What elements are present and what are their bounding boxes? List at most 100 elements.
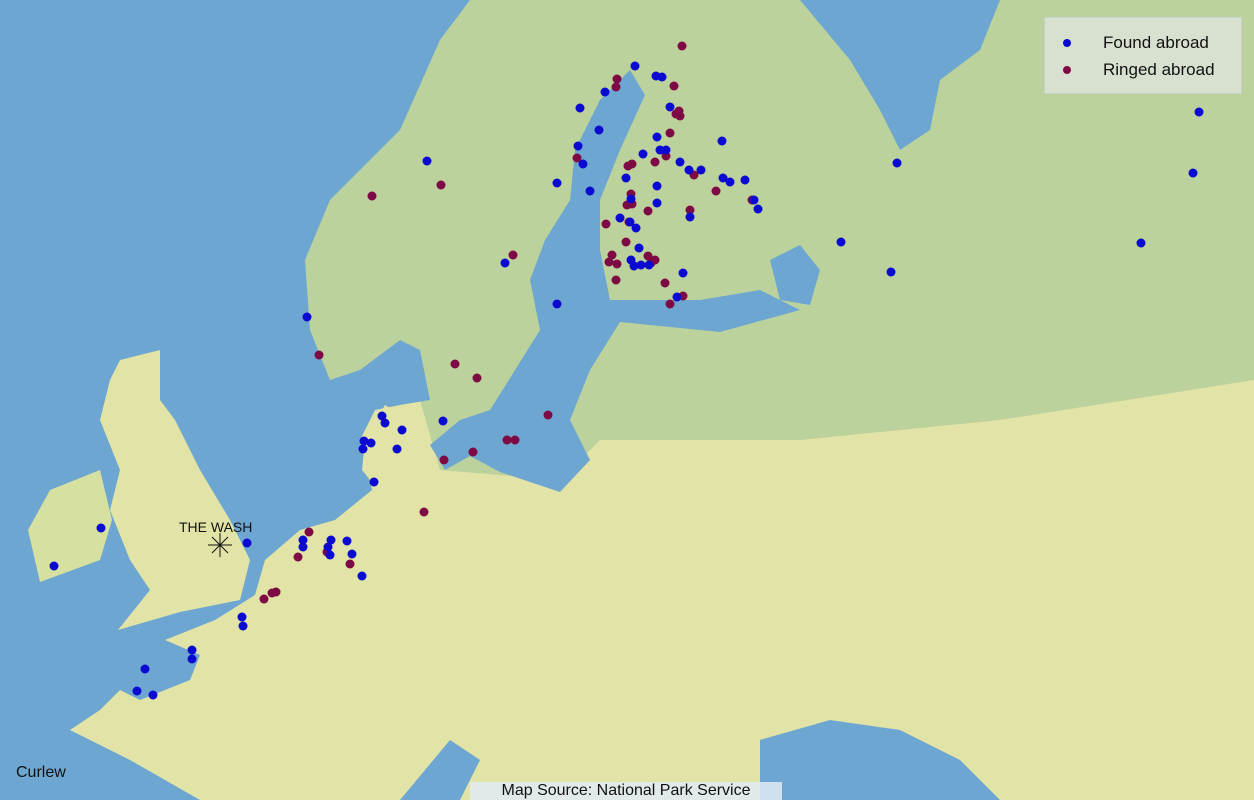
ringed-abroad-point	[419, 507, 429, 517]
black-sea	[760, 720, 1000, 800]
map-source: Map Source: National Park Service	[470, 782, 782, 800]
found-abroad-point	[892, 158, 902, 168]
ringed-abroad-point	[643, 206, 653, 216]
maroon-dot-icon	[1063, 66, 1071, 74]
found-abroad-point	[725, 177, 735, 187]
the-wash-marker-icon	[208, 533, 232, 557]
found-abroad-point	[357, 571, 367, 581]
found-abroad-point	[237, 612, 247, 622]
ringed-abroad-point	[669, 81, 679, 91]
found-abroad-point	[696, 165, 706, 175]
found-abroad-point	[302, 312, 312, 322]
found-abroad-point	[438, 416, 448, 426]
found-abroad-point	[615, 213, 625, 223]
denmark	[362, 405, 410, 490]
ringed-abroad-point	[314, 350, 324, 360]
found-abroad-point	[1194, 107, 1204, 117]
ringed-abroad-point	[660, 278, 670, 288]
found-abroad-point	[1136, 238, 1146, 248]
found-abroad-point	[625, 217, 635, 227]
ringed-abroad-point	[650, 157, 660, 167]
ringed-abroad-point	[450, 359, 460, 369]
found-abroad-point	[629, 261, 639, 271]
found-abroad-point	[678, 268, 688, 278]
found-abroad-point	[323, 542, 333, 552]
legend-label: Ringed abroad	[1103, 60, 1215, 79]
white-sea	[800, 0, 1000, 150]
found-abroad-point	[753, 204, 763, 214]
ringed-abroad-point	[572, 153, 582, 163]
ringed-abroad-point	[611, 82, 621, 92]
found-abroad-point	[552, 299, 562, 309]
found-abroad-point	[621, 173, 631, 183]
ringed-abroad-point	[502, 435, 512, 445]
ringed-abroad-point	[510, 435, 520, 445]
found-abroad-point	[630, 61, 640, 71]
ringed-abroad-point	[612, 259, 622, 269]
found-abroad-point	[380, 418, 390, 428]
found-abroad-point	[132, 686, 142, 696]
found-abroad-point	[500, 258, 510, 268]
found-abroad-point	[187, 654, 197, 664]
found-abroad-point	[836, 237, 846, 247]
ringed-abroad-point	[304, 527, 314, 537]
found-abroad-point	[585, 186, 595, 196]
ringed-abroad-point	[508, 250, 518, 260]
legend-item-found-abroad: Found abroad	[1063, 33, 1209, 53]
found-abroad-point	[644, 260, 654, 270]
found-abroad-point	[49, 561, 59, 571]
found-abroad-point	[573, 141, 583, 151]
ringed-abroad-point	[439, 455, 449, 465]
map-caption: Curlew	[16, 764, 66, 781]
found-abroad-point	[886, 267, 896, 277]
ringed-abroad-point	[643, 251, 653, 261]
found-abroad-point	[657, 72, 667, 82]
ireland	[28, 470, 112, 582]
ringed-abroad-point	[472, 373, 482, 383]
found-abroad-point	[665, 102, 675, 112]
found-abroad-point	[600, 87, 610, 97]
ringed-abroad-point	[611, 275, 621, 285]
found-abroad-point	[636, 260, 646, 270]
ringed-abroad-point	[621, 237, 631, 247]
found-abroad-point	[422, 156, 432, 166]
baltic-sea	[430, 70, 800, 492]
found-abroad-point	[298, 542, 308, 552]
found-abroad-point	[672, 292, 682, 302]
legend-item-ringed-abroad: Ringed abroad	[1063, 60, 1215, 80]
ringed-abroad-point	[468, 447, 478, 457]
found-abroad-point	[366, 438, 376, 448]
found-abroad-point	[298, 535, 308, 545]
legend-label: Found abroad	[1103, 33, 1209, 52]
found-abroad-point	[187, 645, 197, 655]
great-britain	[100, 350, 250, 630]
ringed-abroad-point	[607, 250, 617, 260]
found-abroad-point	[140, 664, 150, 674]
found-abroad-point	[96, 523, 106, 533]
found-abroad-point	[377, 411, 387, 421]
found-abroad-point	[359, 436, 369, 446]
found-abroad-point	[238, 621, 248, 631]
site-label: THE WASH	[179, 519, 253, 535]
found-abroad-point	[148, 690, 158, 700]
ringed-abroad-point	[665, 299, 675, 309]
ringed-abroad-point	[612, 74, 622, 84]
found-abroad-point	[685, 212, 695, 222]
found-abroad-point	[634, 243, 644, 253]
lake-ladoga	[770, 245, 820, 305]
ringed-abroad-point	[259, 594, 269, 604]
found-abroad-point	[661, 145, 671, 155]
ringed-abroad-point	[267, 588, 277, 598]
observation-points	[49, 41, 1204, 700]
found-abroad-point	[347, 549, 357, 559]
atlantic-ocean	[0, 0, 470, 800]
ringed-abroad-point	[671, 109, 681, 119]
ringed-abroad-point	[367, 191, 377, 201]
found-abroad-point	[325, 550, 335, 560]
ringed-abroad-point	[711, 186, 721, 196]
found-abroad-point	[749, 195, 759, 205]
found-abroad-point	[652, 198, 662, 208]
ringed-abroad-point	[627, 159, 637, 169]
found-abroad-point	[594, 125, 604, 135]
